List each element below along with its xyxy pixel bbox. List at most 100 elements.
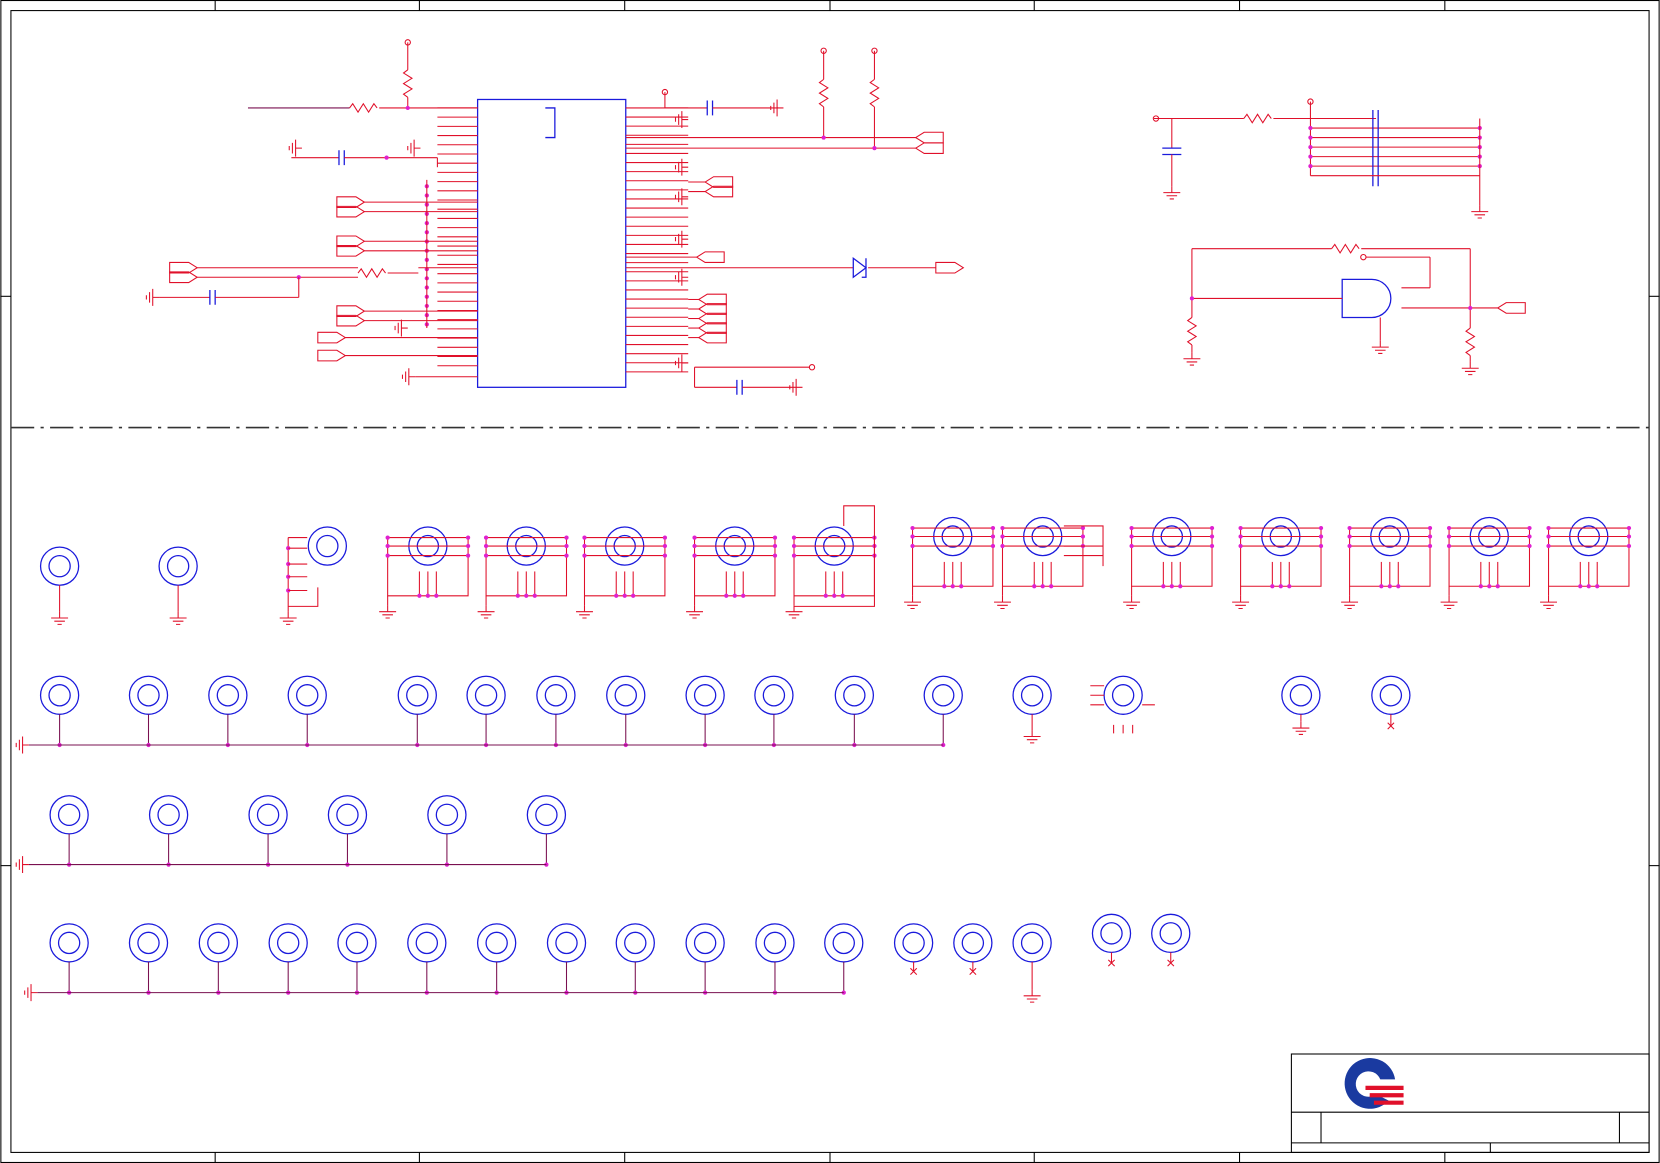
mount-hole-inner (157, 803, 180, 827)
connector-pins (1548, 527, 1630, 587)
ground (1292, 721, 1310, 735)
mount-hole-inner (544, 684, 568, 707)
junction (1626, 534, 1632, 539)
port (697, 293, 727, 306)
junction (384, 155, 389, 160)
junction (425, 593, 430, 598)
junction (772, 553, 778, 558)
ground (394, 319, 408, 337)
junction (1209, 534, 1215, 539)
junction (1308, 144, 1313, 150)
mount-hole (427, 795, 467, 835)
junction (1586, 584, 1591, 589)
junction (1308, 164, 1313, 169)
junction (582, 543, 587, 549)
port (935, 261, 965, 274)
junction (832, 593, 837, 598)
port (914, 142, 944, 154)
connector-pins (1131, 527, 1213, 587)
junction (910, 525, 915, 531)
mount-hole (536, 675, 576, 715)
junction (1178, 584, 1183, 589)
junction (631, 593, 636, 598)
junction (1427, 534, 1433, 539)
ground (686, 605, 704, 619)
junction (1000, 525, 1005, 531)
ground (674, 188, 689, 206)
junction (582, 535, 587, 540)
mount-hole-inner (296, 684, 319, 707)
junction (1626, 543, 1632, 549)
and-gate (1341, 278, 1392, 319)
mount-hole-inner (1111, 684, 1135, 707)
junction (1468, 305, 1473, 311)
port (695, 251, 725, 263)
terminal (1152, 115, 1160, 122)
mount-hole-inner (1020, 684, 1044, 707)
junction (1387, 584, 1392, 589)
mount-hole (953, 923, 993, 963)
ground (1183, 352, 1201, 366)
mount-hole (893, 923, 934, 963)
mount-hole (754, 675, 794, 715)
no-connect (1107, 959, 1116, 967)
connector-pins (912, 527, 994, 587)
mount-hole (397, 675, 437, 715)
ground (407, 139, 421, 157)
mount-hole (606, 675, 646, 715)
port (697, 303, 727, 315)
mount-hole-inner (336, 803, 359, 827)
inner-frame (10, 10, 1650, 1153)
junction (1546, 543, 1551, 549)
mount-hole-inner (555, 931, 578, 955)
junction (990, 543, 996, 549)
ground (15, 856, 29, 874)
mount-hole (128, 923, 169, 963)
ground (674, 354, 689, 372)
ground (1163, 186, 1181, 200)
mount-hole-inner (48, 684, 71, 707)
terminal (820, 47, 827, 54)
mount-hole-inner (207, 931, 230, 955)
junction (692, 543, 697, 549)
mount-hole-inner (832, 931, 855, 955)
mount-hole-inner (693, 931, 717, 955)
junction (582, 553, 587, 558)
junction (1578, 584, 1583, 589)
junction (1446, 534, 1452, 539)
mount-hole (128, 675, 169, 715)
junction (483, 535, 489, 540)
connector-pins (1349, 527, 1431, 587)
ground (1371, 340, 1389, 354)
junction (1308, 135, 1313, 140)
junction (1446, 525, 1452, 531)
junction (791, 553, 797, 558)
capacitor (736, 379, 743, 395)
port (336, 235, 366, 248)
mount-hole-inner (57, 803, 81, 827)
junction (1478, 584, 1483, 589)
junction (1049, 584, 1054, 589)
junction (417, 593, 422, 598)
mount-hole-inner (345, 931, 369, 955)
ground (770, 99, 784, 117)
port (317, 331, 347, 344)
mount-hole-inner (843, 684, 866, 707)
mount-hole-inner (1159, 922, 1182, 945)
ground (24, 984, 38, 1002)
junction (515, 593, 520, 598)
port (1496, 302, 1526, 314)
port (336, 314, 366, 327)
mount-hole (307, 526, 348, 566)
connector-pins (485, 537, 568, 597)
junction (1080, 525, 1086, 531)
connector-pins (1240, 527, 1322, 587)
junction (1308, 125, 1313, 131)
junction (662, 535, 668, 540)
junction (1238, 534, 1243, 539)
ground (674, 268, 689, 286)
resistor (1243, 113, 1272, 124)
junction (1318, 525, 1324, 531)
